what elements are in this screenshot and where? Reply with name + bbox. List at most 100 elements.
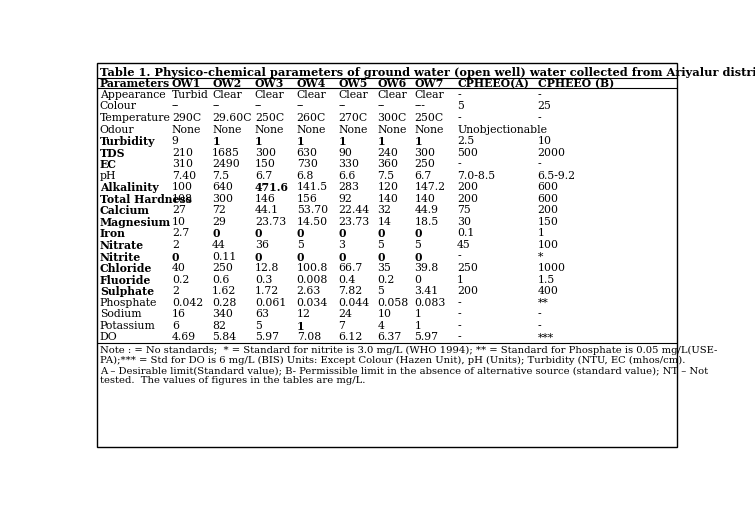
Text: Colour: Colour (100, 102, 137, 112)
Text: ---: --- (414, 102, 425, 112)
Text: -: - (538, 321, 541, 331)
Text: -: - (457, 298, 461, 308)
Text: 1: 1 (297, 321, 304, 332)
Text: 100.8: 100.8 (297, 263, 328, 273)
Text: 2.7: 2.7 (172, 228, 189, 238)
Text: 0: 0 (414, 251, 422, 263)
Text: 156: 156 (297, 194, 318, 204)
Text: 140: 140 (414, 194, 436, 204)
Text: TDS: TDS (100, 147, 125, 159)
Text: 92: 92 (338, 194, 353, 204)
Text: 5.97: 5.97 (254, 332, 279, 342)
Text: 1: 1 (338, 136, 346, 147)
Text: -: - (457, 332, 461, 342)
Text: 1.72: 1.72 (254, 286, 279, 296)
Text: OW7: OW7 (414, 78, 444, 89)
Text: 53.70: 53.70 (297, 206, 328, 215)
Text: 150: 150 (538, 217, 559, 227)
Text: 310: 310 (172, 159, 193, 169)
Text: 5: 5 (378, 240, 384, 250)
Text: 3: 3 (338, 240, 346, 250)
Text: 1: 1 (538, 228, 544, 238)
Text: 141.5: 141.5 (297, 182, 328, 192)
Text: 0.2: 0.2 (172, 275, 190, 285)
Text: CPHEEO (B): CPHEEO (B) (538, 78, 614, 89)
Text: 6.7: 6.7 (414, 171, 432, 181)
Text: -: - (538, 90, 541, 100)
Text: 90: 90 (338, 147, 353, 158)
Text: 7.5: 7.5 (378, 171, 394, 181)
Text: 1: 1 (414, 309, 421, 319)
Text: --: -- (297, 102, 304, 112)
Text: Appearance: Appearance (100, 90, 165, 100)
Text: 210: 210 (172, 147, 193, 158)
Text: 18.5: 18.5 (414, 217, 439, 227)
Text: Clear: Clear (378, 90, 407, 100)
Text: Chloride: Chloride (100, 263, 153, 274)
Text: 4.69: 4.69 (172, 332, 196, 342)
Text: 5: 5 (457, 102, 464, 112)
Text: 283: 283 (338, 182, 359, 192)
Text: 0: 0 (378, 228, 385, 239)
Text: OW4: OW4 (297, 78, 326, 89)
Text: 0.28: 0.28 (212, 298, 236, 308)
Text: -: - (538, 309, 541, 319)
Text: 10: 10 (172, 217, 186, 227)
Text: None: None (338, 125, 368, 134)
Text: 0: 0 (212, 228, 220, 239)
Text: 250: 250 (414, 159, 436, 169)
Text: 63: 63 (254, 309, 269, 319)
Text: 200: 200 (538, 206, 559, 215)
Text: None: None (212, 125, 242, 134)
Text: 44: 44 (212, 240, 226, 250)
Text: 0: 0 (338, 251, 346, 263)
Text: Iron: Iron (100, 228, 125, 239)
Text: 29: 29 (212, 217, 226, 227)
Text: Clear: Clear (338, 90, 368, 100)
Text: 0.1: 0.1 (457, 228, 474, 238)
Text: 340: 340 (212, 309, 233, 319)
Text: 640: 640 (212, 182, 233, 192)
Text: 260C: 260C (297, 113, 326, 123)
Text: 1.62: 1.62 (212, 286, 236, 296)
Text: 1: 1 (212, 136, 220, 147)
Text: ***: *** (538, 332, 554, 342)
Text: Clear: Clear (297, 90, 326, 100)
Text: 0.034: 0.034 (297, 298, 328, 308)
Text: 44.1: 44.1 (254, 206, 279, 215)
Text: 300C: 300C (378, 113, 406, 123)
Text: Unobjectionable: Unobjectionable (457, 125, 547, 134)
Text: A – Desirable limit(Standard value); B- Permissible limit in the absence of alte: A – Desirable limit(Standard value); B- … (100, 366, 708, 375)
Text: -: - (538, 113, 541, 123)
Text: 147.2: 147.2 (414, 182, 445, 192)
Text: 7.5: 7.5 (212, 171, 230, 181)
Text: 6: 6 (172, 321, 179, 331)
Text: 0: 0 (378, 251, 385, 263)
Text: 12: 12 (297, 309, 310, 319)
Text: Sodium: Sodium (100, 309, 141, 319)
Text: 23.73: 23.73 (254, 217, 286, 227)
Text: **: ** (538, 298, 548, 308)
Text: 300: 300 (212, 194, 233, 204)
Text: Sulphate: Sulphate (100, 286, 154, 297)
Text: *: * (538, 251, 543, 262)
Text: 32: 32 (378, 206, 391, 215)
Text: 1: 1 (414, 321, 421, 331)
Text: None: None (414, 125, 444, 134)
Text: None: None (172, 125, 202, 134)
Text: 0.2: 0.2 (378, 275, 395, 285)
Text: 7.82: 7.82 (338, 286, 362, 296)
Text: 27: 27 (172, 206, 186, 215)
Text: 1: 1 (414, 136, 422, 147)
Text: Table 1. Physico-chemical parameters of ground water (open well) water collected: Table 1. Physico-chemical parameters of … (100, 67, 755, 78)
Text: 500: 500 (457, 147, 478, 158)
Text: 2.63: 2.63 (297, 286, 321, 296)
Text: 16: 16 (172, 309, 186, 319)
Text: 730: 730 (297, 159, 318, 169)
Text: Fluoride: Fluoride (100, 275, 151, 286)
Text: 14.50: 14.50 (297, 217, 328, 227)
Text: 400: 400 (538, 286, 559, 296)
Text: 10: 10 (378, 309, 391, 319)
Text: 1.5: 1.5 (538, 275, 555, 285)
Text: None: None (378, 125, 407, 134)
